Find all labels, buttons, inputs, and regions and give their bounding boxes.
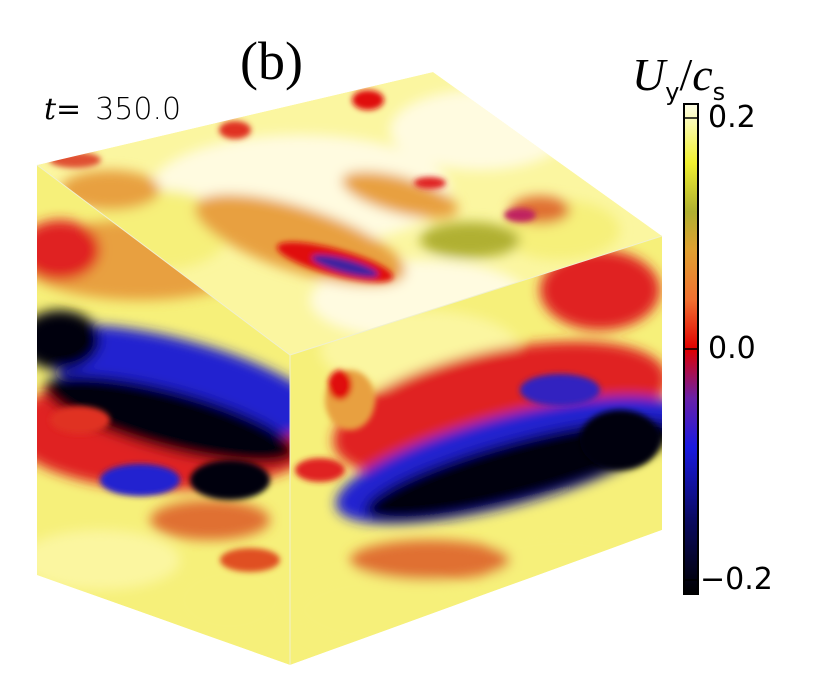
colorbar-title: Uy/cs (632, 48, 725, 106)
colorbar-title-sub-y: y (665, 78, 680, 107)
cube-top-face (37, 72, 662, 355)
time-label: t= (44, 92, 82, 127)
time-annotation: t= 350.0 (44, 92, 181, 127)
colorbar-tick-label-zero: 0.0 (708, 331, 756, 366)
colorbar-title-slash: / (679, 49, 693, 100)
cube-left-face (37, 165, 290, 665)
colorbar-tick-label-max: 0.2 (708, 100, 756, 135)
cube-edges (36, 164, 663, 665)
time-value: 350.0 (95, 92, 182, 127)
colorbar (683, 103, 699, 595)
colorbar-title-sub-s: s (712, 78, 726, 107)
panel-label: (b) (240, 31, 303, 91)
colorbar-tick-label-min: −0.2 (700, 562, 773, 597)
colorbar-title-c: c (692, 49, 713, 100)
colorbar-title-u: U (632, 49, 666, 100)
cube-right-face (290, 236, 662, 665)
